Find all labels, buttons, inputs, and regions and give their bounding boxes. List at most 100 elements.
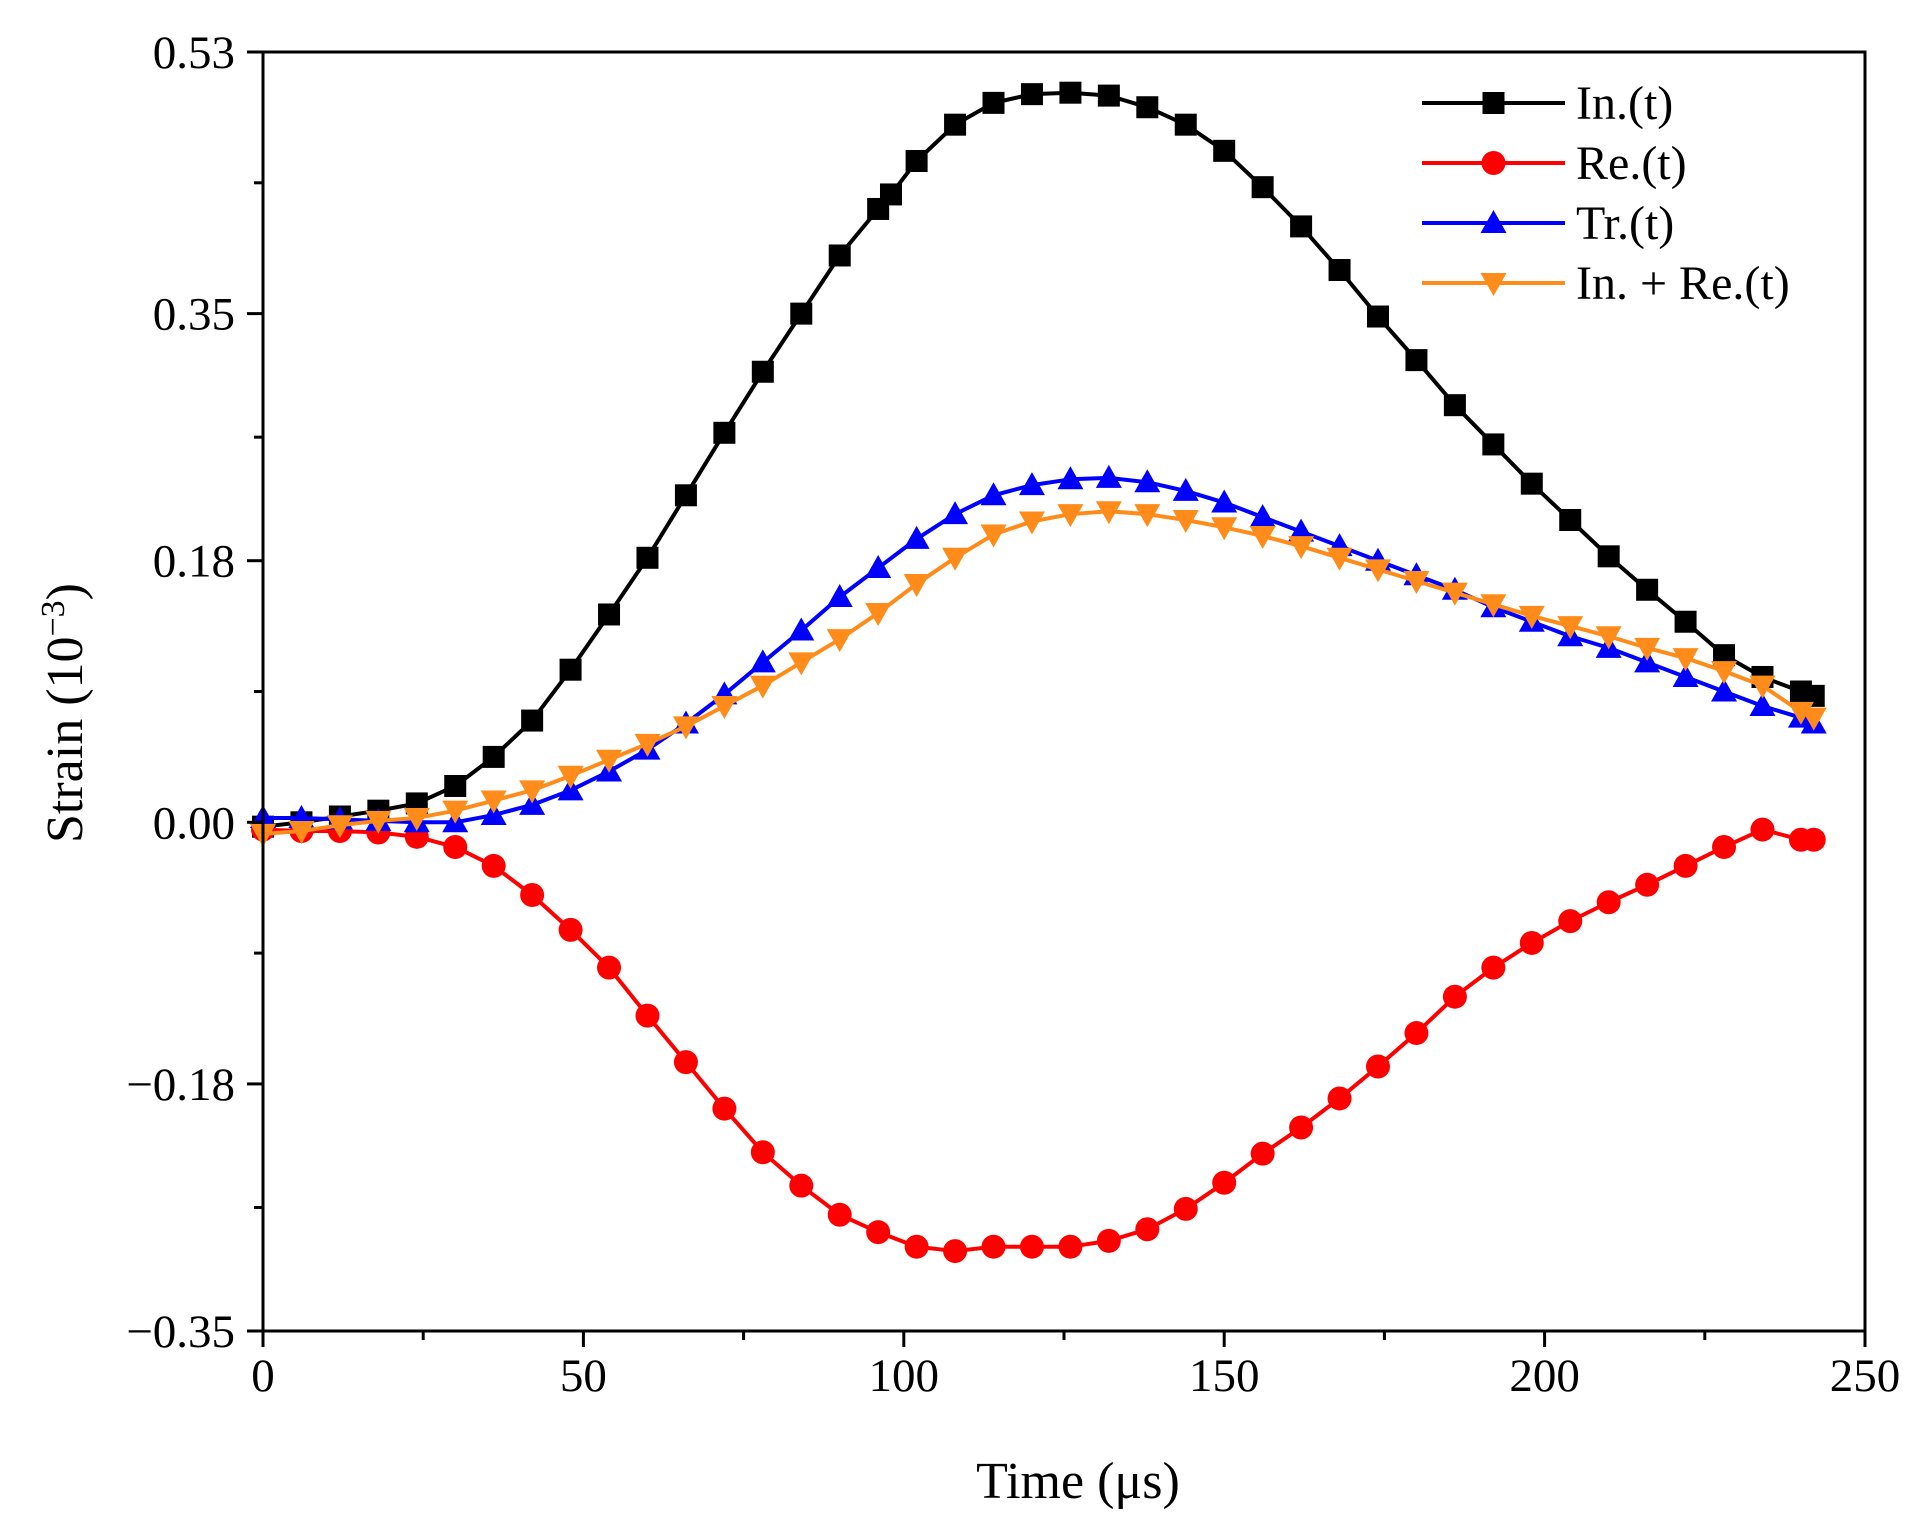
- data-point-in-plus-re: [1480, 594, 1507, 618]
- data-point-in-plus-re: [672, 716, 699, 740]
- x-axis-title: Time (μs): [976, 1453, 1180, 1510]
- data-point-re: [1558, 909, 1583, 934]
- data-point-in: [1713, 644, 1736, 667]
- legend-marker-re: [1481, 151, 1506, 175]
- legend: In.(t) Re.(t) Tr.(t) In. + Re.(t): [1422, 77, 1790, 310]
- y-tick-label: 0.18: [153, 536, 235, 588]
- data-point-tr: [1057, 466, 1084, 490]
- data-point-tr: [942, 501, 969, 525]
- y-axis-title: Strain (10−3): [35, 583, 94, 843]
- x-tick-label: 250: [1830, 1350, 1901, 1402]
- data-point-in-plus-re: [1172, 509, 1199, 533]
- data-point-in-plus-re: [1672, 648, 1699, 672]
- y-axis-title-close: ): [37, 583, 94, 600]
- data-point-re: [1135, 1217, 1160, 1242]
- data-point-re: [981, 1234, 1006, 1259]
- x-tick-label: 50: [560, 1350, 607, 1402]
- data-point-tr: [1634, 649, 1661, 673]
- data-point-in: [636, 546, 659, 569]
- data-point-in-plus-re: [1441, 582, 1468, 606]
- data-point-re: [635, 1003, 660, 1028]
- data-point-re: [1250, 1141, 1275, 1166]
- y-tick-label: −0.18: [126, 1059, 235, 1111]
- data-point-tr: [1095, 464, 1122, 488]
- data-point-in: [1251, 176, 1274, 199]
- data-point-re: [750, 1140, 775, 1165]
- legend-entry-in: In.(t): [1422, 77, 1673, 130]
- data-point-in-plus-re: [442, 800, 469, 824]
- data-point-re: [1801, 827, 1826, 852]
- data-point-re: [1596, 890, 1621, 915]
- data-point-in: [559, 658, 582, 681]
- data-point-in: [1482, 433, 1505, 456]
- legend-marker-in-plus-re: [1480, 273, 1507, 296]
- plot-area: [250, 81, 1827, 1264]
- data-point-in-plus-re: [1364, 559, 1391, 583]
- data-point-re: [1019, 1234, 1044, 1259]
- data-point-in-plus-re: [596, 749, 623, 773]
- series-line-in-plus-re: [262, 509, 1815, 836]
- data-point-re: [1712, 835, 1737, 860]
- data-point-re: [1327, 1086, 1352, 1111]
- data-point-in-plus-re: [1095, 501, 1122, 525]
- data-point-re: [866, 1220, 891, 1245]
- data-point-tr: [749, 649, 776, 673]
- data-point-in: [1674, 610, 1697, 633]
- data-point-re: [827, 1202, 852, 1227]
- x-tick-label: 100: [869, 1350, 940, 1402]
- y-axis-title-exponent: −3: [35, 600, 72, 636]
- data-point-in: [1213, 139, 1236, 162]
- data-point-in: [1366, 305, 1389, 328]
- data-point-in: [1802, 684, 1825, 707]
- legend-label-in: In.(t): [1576, 77, 1673, 130]
- series-in-plus-re: [250, 501, 1827, 847]
- data-point-in: [1443, 394, 1466, 417]
- data-point-tr: [1711, 678, 1738, 702]
- data-point-in: [751, 360, 774, 383]
- data-point-in-plus-re: [634, 733, 661, 757]
- data-point-in-plus-re: [519, 780, 546, 804]
- data-point-tr: [1749, 693, 1776, 717]
- legend-label-re: Re.(t): [1576, 137, 1687, 190]
- legend-marker-tr: [1480, 210, 1507, 233]
- data-point-in: [482, 745, 505, 768]
- data-point-in-plus-re: [865, 603, 892, 627]
- data-point-in-plus-re: [365, 810, 392, 834]
- data-point-tr: [1172, 477, 1199, 501]
- data-point-in: [1290, 215, 1313, 238]
- data-point-in-plus-re: [749, 675, 776, 699]
- data-point-re: [597, 955, 622, 980]
- data-point-in-plus-re: [788, 652, 815, 676]
- data-point-in-plus-re: [403, 807, 430, 831]
- data-point-in-plus-re: [1787, 701, 1814, 725]
- series-re: [251, 817, 1826, 1264]
- data-point-re: [1750, 817, 1775, 842]
- data-point-in-plus-re: [1595, 626, 1622, 650]
- data-point-in-plus-re: [1403, 571, 1430, 595]
- data-point-in-plus-re: [1326, 547, 1353, 571]
- data-point-re: [1673, 853, 1698, 878]
- data-point-in: [879, 183, 902, 206]
- data-point-in-plus-re: [1800, 707, 1827, 731]
- legend-entry-tr: Tr.(t): [1422, 197, 1674, 250]
- y-axis-title-main: Strain (10: [37, 636, 94, 843]
- data-point-tr: [826, 584, 853, 608]
- axis-ticks: 0 50 100 150 200 250 −0.35 −0.18 0.00 0.18 0.35 0.5…: [126, 27, 1900, 1402]
- data-point-in: [1559, 508, 1582, 531]
- data-point-tr: [788, 617, 815, 641]
- data-point-in: [713, 421, 736, 444]
- data-point-in-plus-re: [1288, 536, 1315, 560]
- legend-label-tr: Tr.(t): [1576, 197, 1674, 250]
- data-point-tr: [1134, 469, 1161, 493]
- data-point-re: [1212, 1170, 1237, 1195]
- data-point-re: [673, 1050, 698, 1075]
- data-point-in-plus-re: [326, 815, 353, 839]
- data-point-in: [1136, 96, 1159, 119]
- data-point-in-plus-re: [903, 573, 930, 597]
- data-point-re: [1635, 872, 1660, 897]
- data-point-in: [1636, 578, 1659, 601]
- x-tick-label: 150: [1189, 1350, 1260, 1402]
- data-point-in-plus-re: [1249, 525, 1276, 549]
- legend-marker-in: [1482, 92, 1505, 114]
